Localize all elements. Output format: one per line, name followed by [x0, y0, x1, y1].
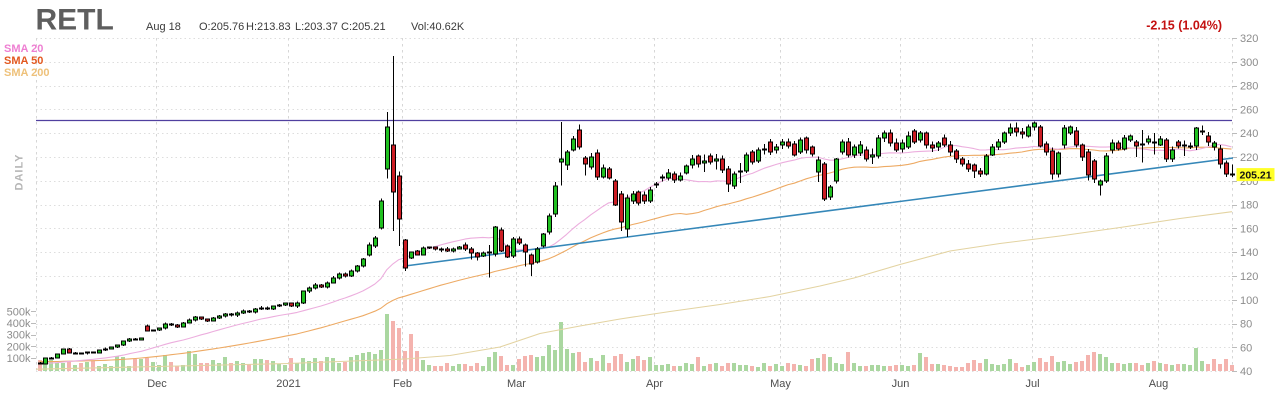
svg-text:Aug: Aug [1149, 378, 1169, 390]
svg-text:RETL: RETL [36, 4, 114, 37]
svg-text:Jul: Jul [1025, 378, 1039, 390]
svg-text:L:203.37: L:203.37 [295, 21, 338, 33]
svg-text:May: May [770, 378, 791, 390]
svg-text:100: 100 [1240, 295, 1258, 307]
svg-text:180: 180 [1240, 200, 1258, 212]
svg-text:400k: 400k [7, 318, 31, 330]
svg-text:260: 260 [1240, 104, 1258, 116]
svg-text:60: 60 [1240, 342, 1252, 354]
svg-text:Jun: Jun [892, 378, 910, 390]
svg-text:2021: 2021 [276, 378, 300, 390]
svg-text:100k: 100k [7, 353, 31, 365]
svg-text:C:205.21: C:205.21 [341, 21, 386, 33]
svg-text:120: 120 [1240, 271, 1258, 283]
svg-text:DAILY: DAILY [14, 154, 26, 191]
svg-text:Apr: Apr [646, 378, 663, 390]
svg-text:Feb: Feb [393, 378, 412, 390]
svg-text:SMA 200: SMA 200 [4, 67, 49, 79]
svg-text:Dec: Dec [147, 378, 167, 390]
svg-text:O:205.76: O:205.76 [199, 21, 244, 33]
svg-text:80: 80 [1240, 319, 1252, 331]
svg-text:200k: 200k [7, 341, 31, 353]
svg-text:Vol:40.62K: Vol:40.62K [411, 21, 465, 33]
svg-text:140: 140 [1240, 247, 1258, 259]
svg-text:500k: 500k [7, 306, 31, 318]
svg-text:H:213.83: H:213.83 [246, 21, 291, 33]
svg-text:Mar: Mar [507, 378, 526, 390]
svg-text:SMA 20: SMA 20 [4, 43, 43, 55]
svg-text:40: 40 [1240, 366, 1252, 378]
svg-text:Aug 18: Aug 18 [146, 21, 181, 33]
svg-text:240: 240 [1240, 128, 1258, 140]
svg-text:160: 160 [1240, 223, 1258, 235]
svg-text:SMA 50: SMA 50 [4, 55, 43, 67]
svg-text:220: 220 [1240, 152, 1258, 164]
svg-text:-2.15 (1.04%): -2.15 (1.04%) [1146, 19, 1222, 33]
svg-text:300k: 300k [7, 330, 31, 342]
svg-text:280: 280 [1240, 81, 1258, 93]
svg-text:300: 300 [1240, 57, 1258, 69]
svg-text:320: 320 [1240, 33, 1258, 45]
svg-text:205.21: 205.21 [1240, 169, 1272, 181]
